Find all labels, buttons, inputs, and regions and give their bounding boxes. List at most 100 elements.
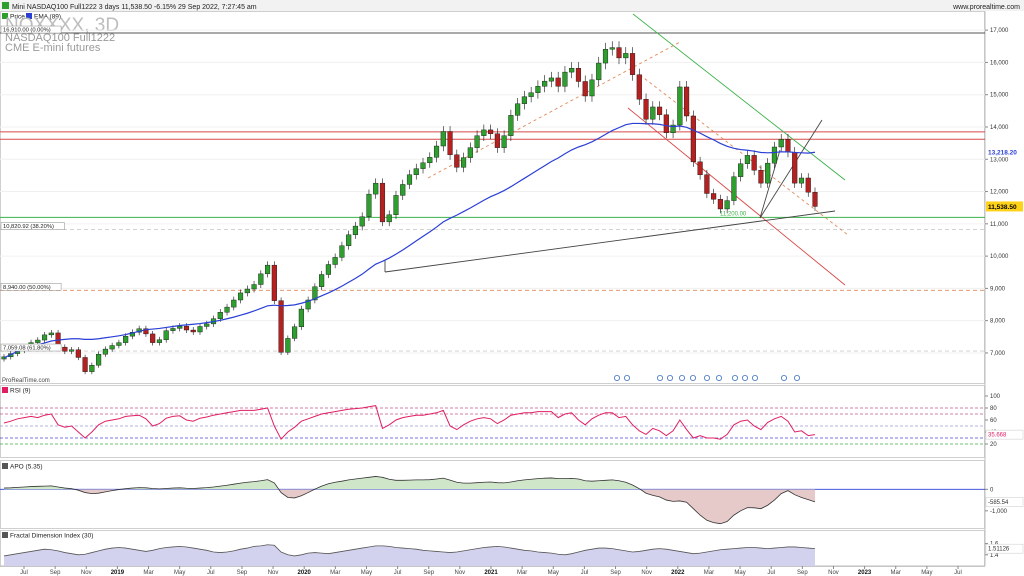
candle-body [75, 349, 81, 358]
candle-body [575, 68, 582, 82]
candle-body [285, 338, 291, 353]
time-tick-label: May [174, 570, 185, 576]
copyright-label: ProRealTime.com [2, 378, 50, 384]
panel-tick-label: -1,000 [990, 509, 1008, 515]
time-tick-label: Mar [891, 570, 901, 576]
panel-last-value-box [985, 497, 1024, 507]
time-tick-label: May [921, 570, 932, 576]
fib-label-box [0, 283, 62, 291]
time-tick-label: Sep [423, 570, 434, 576]
candle-body [237, 292, 244, 301]
candle-body [420, 162, 426, 169]
candle-body [339, 245, 345, 258]
panel-last-value: 35.668 [988, 433, 1007, 439]
candle-body [244, 288, 250, 294]
price-tick-label: 15,000 [990, 93, 1009, 99]
candle-body [150, 333, 156, 343]
candle-body [562, 71, 568, 87]
candle-body [670, 124, 676, 133]
panel-last-value-box [985, 543, 1024, 554]
candle-body [400, 184, 406, 196]
apo-series-line [3, 476, 816, 525]
candle-body [96, 354, 102, 366]
candle-body [231, 299, 237, 308]
apo-negative-area [74, 489, 815, 524]
candle-body [481, 129, 487, 136]
panel-last-value: -585.54 [988, 500, 1009, 506]
event-marker [624, 374, 631, 381]
app-icon [2, 2, 9, 9]
watermark-exchange: CME E-mini futures [5, 42, 101, 54]
drawing-overlays: 11,200.00 [0, 13, 985, 352]
candle-body [636, 74, 642, 100]
apo-panel: 0 -1,000 -585.54 [0, 476, 1024, 525]
candles [1, 41, 818, 375]
time-tick-label: Mar [330, 570, 340, 576]
trendline [639, 74, 849, 236]
panel-tick-label: 80 [990, 406, 997, 412]
candle-body [643, 99, 649, 120]
candle-body [41, 334, 48, 341]
time-tick-label: Mar [143, 570, 153, 576]
candle-body [488, 129, 494, 134]
candle-body [440, 131, 446, 147]
fib-label-box [0, 343, 62, 352]
candle-body [258, 273, 264, 285]
time-tick-label: Nov [268, 570, 279, 576]
last-price-tag: 11,538.50 [988, 204, 1017, 211]
time-tick-label: 2022 [671, 570, 685, 576]
candle-body [406, 174, 413, 185]
header-bar [0, 0, 1024, 11]
event-marker [742, 374, 749, 381]
candle-body [62, 346, 68, 352]
candle-body [765, 162, 771, 184]
ema-line [3, 122, 816, 359]
candle-body [433, 145, 440, 158]
time-tick-label: Jul [20, 570, 28, 576]
candle-body [373, 182, 379, 195]
candle-body [569, 68, 575, 73]
price-tick-label: 14,000 [990, 125, 1009, 131]
candle-body [724, 200, 730, 210]
candle-body [271, 264, 277, 301]
time-tick-label: 2020 [298, 570, 312, 576]
candle-body [555, 77, 561, 87]
candle-body [217, 312, 223, 319]
fibonacci-labels: 16,910.00 (0.00%) 10,820.92 (38.20%) 8,940… [0, 25, 65, 352]
fib-level-label: 16,910.00 (0.00%) [3, 28, 51, 34]
candle-body [778, 139, 784, 148]
candle-body [366, 193, 372, 217]
candle-body [292, 326, 298, 339]
candle-body [251, 284, 257, 290]
candle-body [785, 139, 791, 153]
fdi-panel: 1.41.61.51126 [3, 542, 1024, 566]
candle-body [379, 182, 386, 223]
candle-body [447, 131, 453, 155]
time-tick-label: Jul [207, 570, 215, 576]
event-marker [716, 374, 723, 381]
candle-body [393, 195, 399, 215]
panel-last-value-box [985, 429, 1024, 440]
candle-body [758, 170, 764, 184]
candle-body [454, 154, 460, 168]
ema-value-tag: 13,218.20 [988, 150, 1017, 157]
brand-link[interactable]: www.prorealtime.com [952, 4, 1020, 11]
price-legend-label: Price [10, 14, 25, 21]
trendline [632, 13, 846, 181]
rsi-title: RSI (9) [10, 388, 31, 395]
apo-positive-area [4, 476, 815, 490]
candle-body [474, 135, 480, 148]
candle-body [697, 161, 703, 175]
candle-body [427, 157, 433, 164]
time-tick-label: Jul [581, 570, 589, 576]
event-marker [781, 374, 788, 381]
panel-tick-label: 0 [990, 487, 994, 493]
candle-body [663, 114, 669, 133]
time-tick-label: Jul [394, 570, 402, 576]
fdi-legend-swatch [2, 532, 8, 538]
event-marker [732, 374, 739, 381]
event-marker [752, 374, 759, 381]
candle-body [494, 133, 500, 148]
candle-body [332, 257, 338, 265]
candle-body [319, 274, 325, 287]
